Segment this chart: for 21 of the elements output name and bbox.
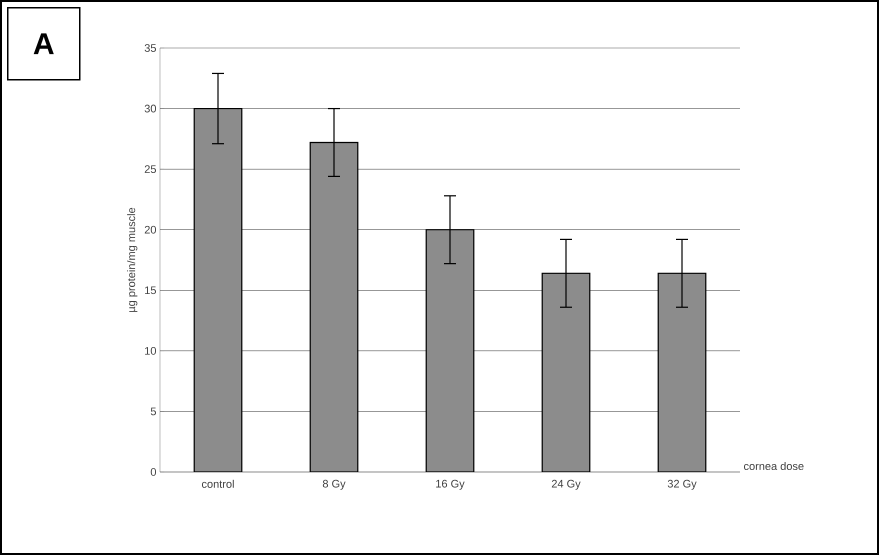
y-tick-label: 35 — [144, 44, 156, 52]
x-axis-title: cornea dose — [744, 462, 804, 470]
text: A — [34, 33, 54, 54]
y-tick-label: 15 — [145, 286, 156, 294]
y-tick-label: 20 — [144, 226, 156, 234]
y-tick-label: 25 — [144, 165, 156, 174]
y-axis-title: µg protein/mg muscle — [127, 208, 138, 312]
bar — [658, 272, 706, 472]
y-tick-label: 10 — [145, 346, 156, 355]
y-tick-label: 30 — [144, 104, 156, 112]
x-tick-label: 24 Gy — [552, 480, 581, 490]
bar — [542, 272, 590, 472]
y-tick-label: 0 — [150, 468, 156, 476]
x-tick-label: 8 Gy — [322, 480, 346, 490]
x-tick-label: control — [202, 480, 234, 488]
bar — [194, 108, 242, 472]
x-tick-label: 16 Gy — [436, 480, 465, 490]
bar — [310, 142, 358, 472]
x-tick-label: 32 Gy — [668, 480, 697, 490]
bar — [426, 229, 474, 472]
y-tick-label: 5 — [150, 408, 156, 416]
